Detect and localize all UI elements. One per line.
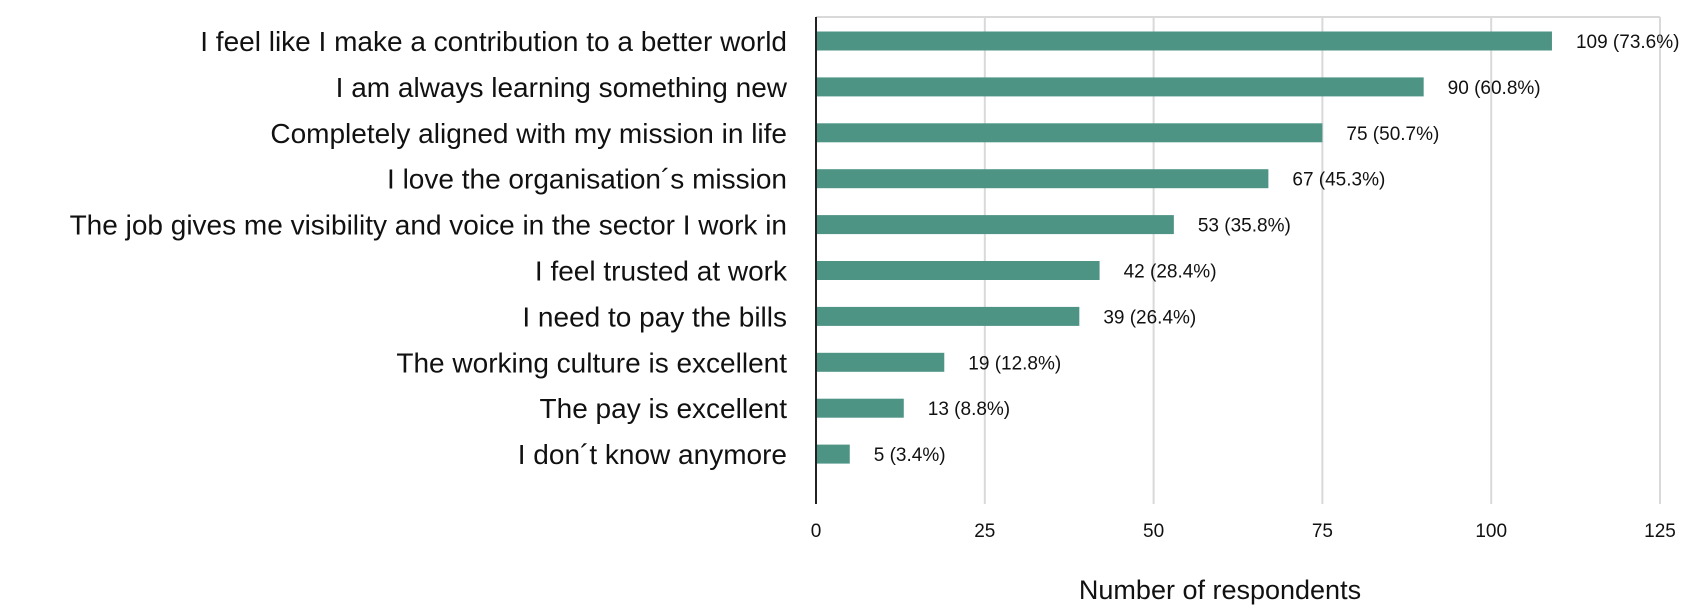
bar — [816, 169, 1269, 189]
x-tick-label: 125 — [1644, 521, 1676, 542]
category-label: I need to pay the bills — [522, 301, 787, 332]
bar — [816, 123, 1323, 143]
bar — [816, 31, 1552, 51]
category-labels: I feel like I make a contribution to a b… — [70, 26, 788, 470]
data-labels: 109 (73.6%) 90 (60.8%) 75 (50.7%) 67 (45.3%… — [874, 32, 1680, 466]
x-axis-title: Number of respondents — [1079, 575, 1361, 605]
x-tick-label: 75 — [1312, 521, 1333, 542]
data-label: 75 (50.7%) — [1346, 124, 1439, 145]
bar — [816, 398, 904, 418]
category-label: I am always learning something new — [336, 72, 788, 103]
data-label: 109 (73.6%) — [1576, 32, 1680, 53]
category-label: I don´t know anymore — [518, 439, 787, 470]
category-label: I love the organisation´s mission — [387, 164, 787, 195]
data-label: 67 (45.3%) — [1292, 170, 1385, 191]
category-label: I feel like I make a contribution to a b… — [200, 26, 787, 57]
x-tick-label: 0 — [811, 521, 822, 542]
category-label: The job gives me visibility and voice in… — [70, 210, 787, 241]
x-tick-label: 50 — [1143, 521, 1164, 542]
category-label: The pay is excellent — [540, 393, 788, 424]
bar — [816, 77, 1424, 97]
category-label: The working culture is excellent — [396, 347, 787, 378]
data-label: 42 (28.4%) — [1124, 262, 1217, 283]
category-label: I feel trusted at work — [535, 256, 788, 287]
data-label: 13 (8.8%) — [928, 399, 1010, 420]
x-tick-labels: 0 25 50 75 100 125 — [811, 521, 1676, 542]
x-tick-label: 25 — [974, 521, 995, 542]
bar — [816, 352, 945, 372]
bar — [816, 306, 1080, 326]
grid-lines — [816, 16, 1661, 504]
data-label: 39 (26.4%) — [1103, 307, 1196, 328]
bar — [816, 444, 850, 464]
bars — [816, 31, 1552, 464]
x-tick-label: 100 — [1475, 521, 1507, 542]
bar — [816, 215, 1174, 235]
category-label: Completely aligned with my mission in li… — [270, 118, 787, 149]
data-label: 5 (3.4%) — [874, 445, 946, 466]
data-label: 19 (12.8%) — [968, 353, 1061, 374]
data-label: 90 (60.8%) — [1448, 78, 1541, 99]
data-label: 53 (35.8%) — [1198, 216, 1291, 237]
bar — [816, 261, 1100, 280]
